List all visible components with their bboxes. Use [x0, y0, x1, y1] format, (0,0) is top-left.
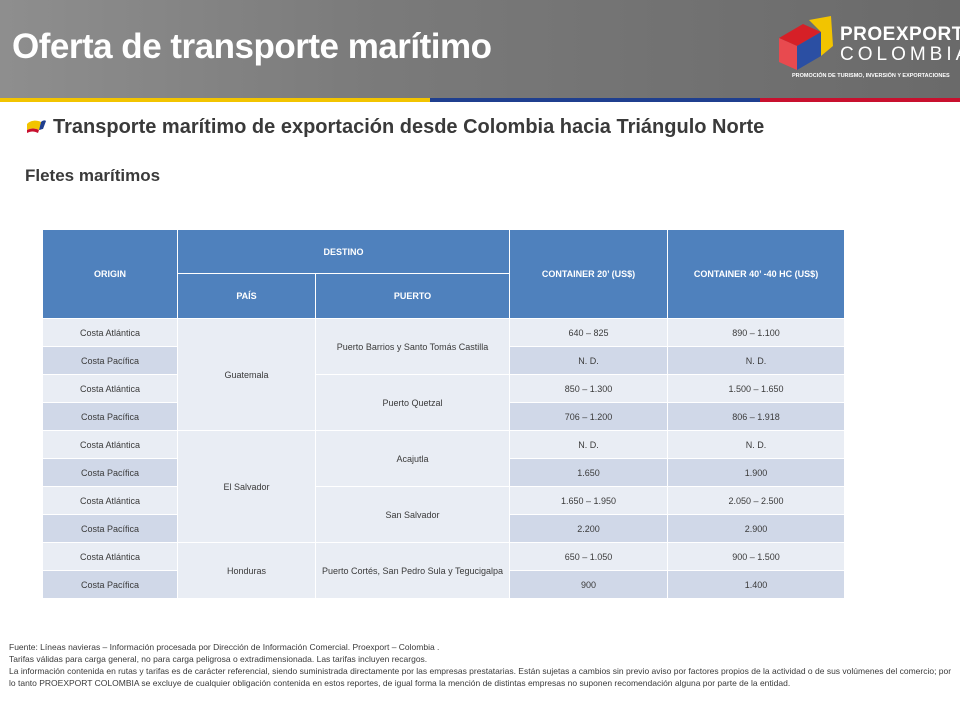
logo-country: COLOMBIA [840, 44, 960, 65]
cell-container-40: 1.400 [667, 570, 846, 599]
footnote-source: Fuente: Líneas navieras – Información pr… [9, 642, 440, 652]
logo-wordmark: PROEXPORT [840, 24, 960, 45]
cell-origin: Costa Atlántica [42, 318, 178, 347]
proexport-logo: PROEXPORT COLOMBIA PROMOCIÓN DE TURISMO,… [773, 14, 960, 86]
cell-origin: Costa Atlántica [42, 486, 178, 515]
stripe-blue [430, 98, 760, 102]
cell-port: Puerto Barrios y Santo Tomás Castilla [314, 318, 511, 375]
cell-port: Acajutla [314, 430, 511, 487]
cell-container-40: N. D. [667, 346, 846, 375]
header-destino: DESTINO [176, 229, 511, 274]
cell-container-40: 1.900 [667, 458, 846, 487]
cell-port: San Salvador [314, 486, 511, 543]
cell-origin: Costa Pacífica [42, 570, 178, 599]
cell-origin: Costa Atlántica [42, 430, 178, 459]
cell-container-40: N. D. [667, 430, 846, 459]
table-row: Costa Atlántica Honduras Puerto Cortés, … [42, 542, 846, 599]
table-row: Costa Atlántica Guatemala Puerto Barrios… [42, 318, 846, 431]
cell-container-20: 706 – 1.200 [509, 402, 669, 431]
table-row: Costa Atlántica San Salvador 1.650 – 1.9… [42, 486, 846, 543]
cell-container-40: 890 – 1.100 [667, 318, 846, 347]
cell-origin: Costa Pacífica [42, 402, 178, 431]
cell-country: El Salvador [177, 430, 316, 543]
cell-origin: Costa Pacífica [42, 514, 178, 543]
logo-cube-icon [779, 16, 833, 70]
bullet-flag-icon [27, 120, 46, 133]
table-row: Costa Pacífica N. D. N. D. [42, 346, 846, 375]
cell-origin: Costa Pacífica [42, 458, 178, 487]
cell-container-20: 650 – 1.050 [509, 542, 669, 571]
cell-container-20: 1.650 [509, 458, 669, 487]
stripe-red [760, 98, 960, 102]
cell-container-40: 900 – 1.500 [667, 542, 846, 571]
cell-container-20: N. D. [509, 430, 669, 459]
cell-country: Honduras [177, 542, 316, 599]
cell-port: Puerto Quetzal [314, 374, 511, 431]
stripe-yellow [0, 98, 430, 102]
cell-port: Puerto Cortés, San Pedro Sula y Teguciga… [314, 542, 511, 599]
section-title: Fletes marítimos [25, 166, 161, 185]
table-row: Costa Pacífica 2.200 2.900 [42, 514, 846, 543]
header-container-20: CONTAINER 20’ (US$) [509, 229, 669, 319]
footnote-validity: Tarifas válidas para carga general, no p… [9, 654, 428, 664]
table-row: Costa Pacífica 706 – 1.200 806 – 1.918 [42, 402, 846, 431]
subtitle: Transporte marítimo de exportación desde… [53, 116, 765, 138]
header-origin: ORIGIN [42, 229, 178, 319]
cell-origin: Costa Atlántica [42, 542, 178, 571]
table-row: Costa Atlántica El Salvador Acajutla N. … [42, 430, 846, 543]
table-row: Costa Pacífica 900 1.400 [42, 570, 846, 599]
cell-container-40: 2.050 – 2.500 [667, 486, 846, 515]
page-title: Oferta de transporte marítimo [12, 27, 492, 66]
cell-origin: Costa Atlántica [42, 374, 178, 403]
cell-container-40: 2.900 [667, 514, 846, 543]
header-container-40: CONTAINER 40’ -40 HC (US$) [667, 229, 846, 319]
table-row: Costa Atlántica Puerto Quetzal 850 – 1.3… [42, 374, 846, 431]
header-bar: Oferta de transporte marítimo PROEXPORT … [0, 0, 960, 100]
cell-container-40: 806 – 1.918 [667, 402, 846, 431]
cell-container-20: 2.200 [509, 514, 669, 543]
cell-container-20: 1.650 – 1.950 [509, 486, 669, 515]
logo-tagline: PROMOCIÓN DE TURISMO, INVERSIÓN Y EXPORT… [792, 73, 950, 79]
header-pais: PAÍS [177, 273, 316, 319]
header-puerto: PUERTO [314, 273, 511, 319]
cell-container-20: 850 – 1.300 [509, 374, 669, 403]
cell-container-20: N. D. [509, 346, 669, 375]
footnotes: Fuente: Líneas navieras – Información pr… [9, 641, 954, 689]
cell-container-20: 900 [509, 570, 669, 599]
cell-container-40: 1.500 – 1.650 [667, 374, 846, 403]
footnote-disclaimer: La información contenida en rutas y tari… [9, 666, 952, 688]
cell-container-20: 640 – 825 [509, 318, 669, 347]
freight-table: ORIGIN DESTINO CONTAINER 20’ (US$) CONTA… [42, 229, 846, 599]
cell-origin: Costa Pacífica [42, 346, 178, 375]
cell-country: Guatemala [177, 318, 316, 431]
